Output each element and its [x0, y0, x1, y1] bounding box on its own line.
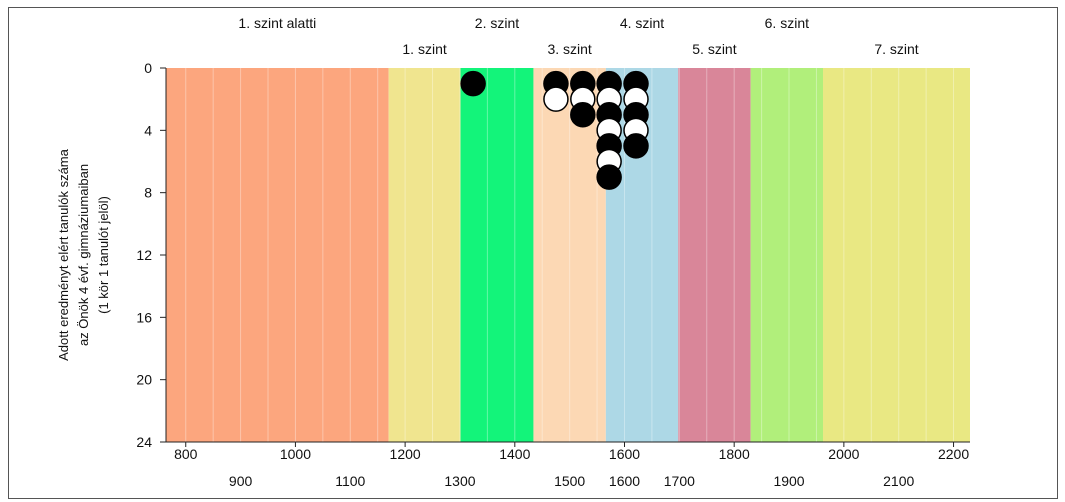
y-tick-label: 16 [136, 309, 152, 325]
y-axis-title-line: Adott eredményt elért tanulók száma [56, 148, 71, 360]
level-band [533, 68, 606, 442]
x-tick-label: 1800 [719, 446, 750, 462]
x-tick-label: 2200 [938, 446, 969, 462]
level-bands [166, 68, 970, 442]
level-band [823, 68, 970, 442]
level-band [460, 68, 534, 442]
level-label: 2. szint [475, 15, 519, 31]
y-tick-label: 24 [136, 434, 152, 450]
x-tick-label: 1900 [773, 473, 804, 489]
x-tick-label: 1100 [335, 473, 365, 489]
y-tick-label: 12 [136, 247, 152, 263]
axes [160, 67, 970, 447]
level-label: 1. szint alatti [238, 15, 316, 31]
x-tick-label: 1600 [609, 446, 640, 462]
student-marker-filled [460, 70, 486, 97]
vertical-gridlines [185, 68, 955, 442]
chart-labels: 1. szint alatti 1. szint 2. szint 3. szint 4… [56, 15, 969, 489]
x-tick-label: 900 [229, 473, 253, 489]
y-tick-label: 0 [144, 60, 152, 76]
data-points [460, 70, 649, 190]
y-tick-label: 4 [144, 122, 152, 138]
level-band [750, 68, 824, 442]
level-band [166, 68, 389, 442]
level-label: 3. szint [547, 41, 591, 57]
y-axis-title-line: az Önök 4 évf. gimnáziumaiban [76, 164, 91, 346]
x-tick-label: 800 [174, 446, 198, 462]
x-tick-label: 1400 [499, 446, 530, 462]
student-marker-filled [570, 102, 596, 128]
x-tick-label: 1000 [280, 446, 311, 462]
student-marker-filled [623, 133, 649, 159]
x-tick-label: 1500 [554, 473, 585, 489]
x-tick-label: 2100 [883, 473, 914, 489]
y-tick-label: 8 [144, 185, 152, 201]
level-band [678, 68, 751, 442]
x-tick-label: 2000 [828, 446, 859, 462]
y-tick-label: 20 [136, 372, 152, 388]
level-label: 4. szint [620, 15, 664, 31]
y-axis-title-line: (1 kör 1 tanulót jelöl) [96, 196, 111, 314]
student-marker-hollow [543, 86, 569, 112]
chart-frame [8, 7, 1058, 499]
student-marker-filled [596, 164, 622, 190]
level-label: 5. szint [692, 41, 736, 57]
level-label: 7. szint [874, 41, 918, 57]
level-label: 6. szint [765, 15, 809, 31]
x-tick-label: 1200 [390, 446, 421, 462]
x-tick-label: 1700 [664, 473, 695, 489]
x-tick-label: 1300 [444, 473, 475, 489]
level-label: 1. szint [402, 41, 446, 57]
x-tick-label: 1600 [609, 473, 640, 489]
level-band [388, 68, 461, 442]
